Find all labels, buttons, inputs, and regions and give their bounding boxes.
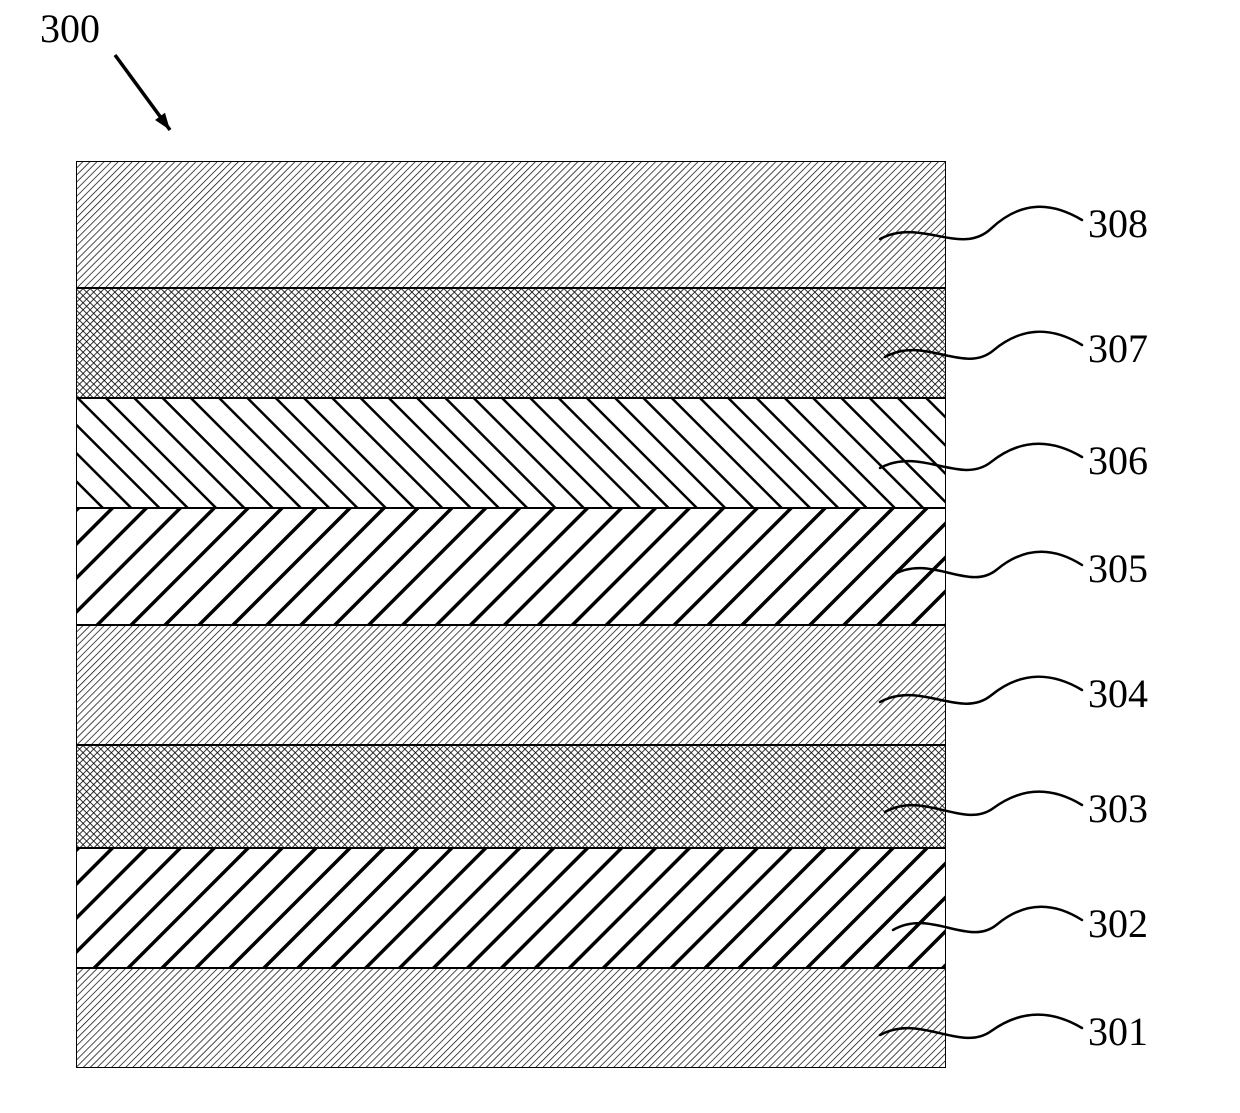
layer-label-303: 303 (1088, 785, 1148, 832)
layer-label-302: 302 (1088, 900, 1148, 947)
layer-304 (76, 625, 946, 745)
layer-301 (76, 968, 946, 1068)
layer-303 (76, 745, 946, 848)
layer-308 (76, 161, 946, 288)
layer-306 (76, 398, 946, 508)
layer-label-304: 304 (1088, 670, 1148, 717)
layer-307 (76, 288, 946, 398)
layer-label-306: 306 (1088, 437, 1148, 484)
figure-reference-arrow (95, 35, 190, 150)
layer-label-305: 305 (1088, 545, 1148, 592)
layer-label-307: 307 (1088, 325, 1148, 372)
layer-302 (76, 848, 946, 968)
figure-reference-label: 300 (40, 5, 100, 52)
layer-label-308: 308 (1088, 200, 1148, 247)
patent-figure: 300 308 307 306 305 304 303 302 301 (0, 0, 1240, 1113)
layer-label-301: 301 (1088, 1008, 1148, 1055)
layer-305 (76, 508, 946, 625)
